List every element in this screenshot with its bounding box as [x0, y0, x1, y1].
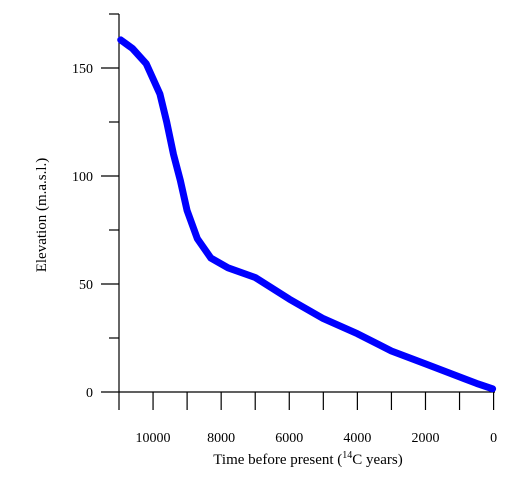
y-tick-label: 100 [72, 170, 93, 185]
x-axis-title-superscript: 14 [342, 450, 352, 461]
ticks [101, 13, 495, 410]
x-tick-label: 8000 [207, 431, 235, 446]
x-tick-label: 6000 [275, 431, 303, 446]
axes [118, 14, 495, 393]
y-axis-title: Elevation (m.a.s.l.) [34, 158, 50, 273]
tick-labels: 10000 8000 6000 4000 2000 0 0 50 100 150 [72, 62, 497, 446]
y-tick-label: 150 [72, 62, 93, 77]
x-axis-title-suffix: C years) [352, 452, 402, 468]
x-tick-label: 2000 [411, 431, 439, 446]
elevation-series-line [117, 36, 497, 393]
y-tick-label: 50 [79, 278, 93, 293]
x-tick-label: 10000 [136, 431, 171, 446]
x-axis-title: Time before present (14C years) [213, 450, 402, 468]
series [117, 36, 497, 393]
x-tick-label: 0 [490, 431, 497, 446]
x-axis-title-prefix: Time before present ( [213, 452, 342, 468]
x-tick-label: 4000 [343, 431, 371, 446]
y-tick-label: 0 [86, 386, 93, 401]
